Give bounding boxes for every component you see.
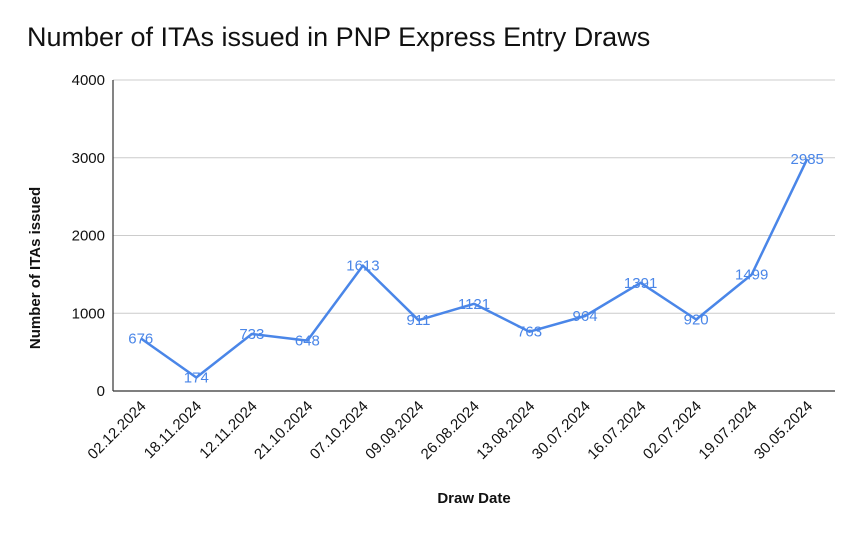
data-label: 1613 <box>346 258 379 275</box>
y-axis-title: Number of ITAs issued <box>27 187 44 349</box>
x-tick-label: 16.07.2024 <box>584 398 649 463</box>
data-label: 733 <box>239 326 264 343</box>
x-tick-label: 02.12.2024 <box>84 398 149 463</box>
x-tick-label: 02.07.2024 <box>640 398 705 463</box>
y-tick-label: 3000 <box>72 150 105 167</box>
x-tick-label: 07.10.2024 <box>307 398 372 463</box>
x-tick-label: 12.11.2024 <box>196 398 260 462</box>
gridlines <box>113 79 835 314</box>
data-label: 1121 <box>458 296 490 313</box>
x-tick-label: 30.05.2024 <box>751 398 816 463</box>
x-tick-label: 19.07.2024 <box>695 398 760 463</box>
x-axis-ticks: 02.12.202418.11.202412.11.202421.10.2024… <box>84 398 816 463</box>
y-tick-label: 4000 <box>72 72 105 89</box>
data-label: 174 <box>184 369 209 386</box>
y-axis-ticks: 0 1000 2000 3000 4000 <box>72 72 105 400</box>
data-label: 1499 <box>735 266 768 283</box>
y-tick-label: 1000 <box>72 305 105 322</box>
x-tick-label: 13.08.2024 <box>473 398 538 463</box>
x-axis-title: Draw Date <box>437 490 510 507</box>
x-tick-label: 18.11.2024 <box>141 398 205 462</box>
chart-title: Number of ITAs issued in PNP Express Ent… <box>27 22 651 52</box>
x-tick-label: 09.09.2024 <box>362 398 427 463</box>
data-label: 1391 <box>624 275 657 292</box>
y-tick-label: 0 <box>97 383 105 400</box>
y-tick-label: 2000 <box>72 228 105 245</box>
data-label: 920 <box>684 311 709 328</box>
data-label: 648 <box>295 333 320 350</box>
x-tick-label: 26.08.2024 <box>418 398 483 463</box>
data-label: 763 <box>517 324 542 341</box>
data-label: 911 <box>407 312 431 329</box>
data-label: 964 <box>573 308 598 325</box>
data-labels: 676 174 733 648 1613 911 1121 763 964 1391 920 1499… <box>128 151 824 387</box>
x-tick-label: 21.10.2024 <box>251 398 316 463</box>
data-label: 2985 <box>791 151 824 168</box>
data-label: 676 <box>128 330 153 347</box>
series-line <box>140 158 809 379</box>
x-tick-label: 30.07.2024 <box>529 398 594 463</box>
